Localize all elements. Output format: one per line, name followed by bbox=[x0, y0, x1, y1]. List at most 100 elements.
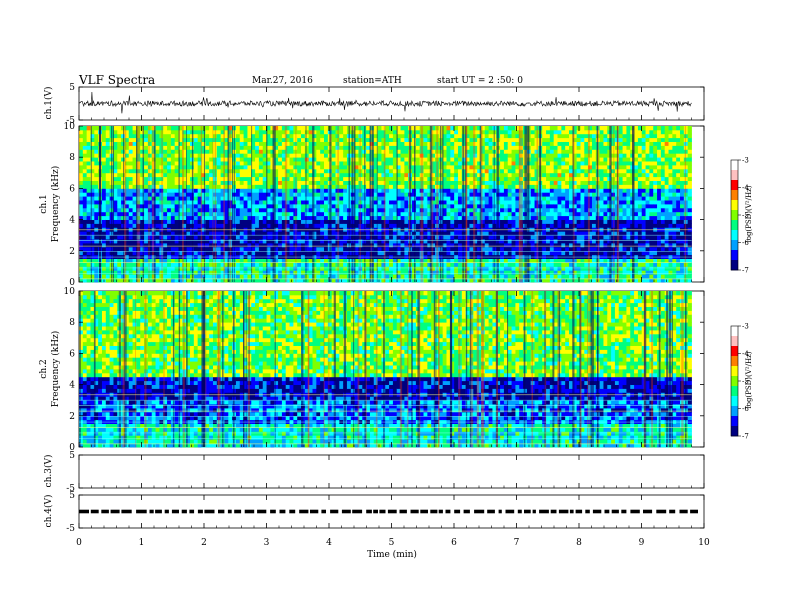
spectrogram-cell bbox=[373, 157, 378, 162]
spectrogram-cell bbox=[534, 180, 539, 185]
spectrogram-cell bbox=[201, 145, 206, 150]
spectrogram-cell bbox=[308, 188, 313, 193]
spectrogram-cell bbox=[366, 262, 371, 267]
spectrogram-cell bbox=[519, 223, 524, 228]
spectrogram-cell bbox=[450, 168, 455, 174]
spectrogram-cell bbox=[549, 161, 555, 166]
spectrogram-cell bbox=[507, 180, 512, 185]
spectrogram-cell bbox=[358, 126, 363, 131]
spectrogram-cell bbox=[86, 137, 91, 142]
spectrogram-cell bbox=[473, 192, 478, 197]
spectrogram-cell bbox=[385, 270, 390, 275]
spectrogram-cell bbox=[151, 270, 156, 275]
spectrogram-cell bbox=[159, 204, 164, 209]
spectrogram-cell bbox=[82, 184, 88, 189]
spectrogram-cell bbox=[392, 133, 398, 139]
spectrogram-cell bbox=[178, 165, 183, 170]
spectrogram-cell bbox=[343, 133, 348, 139]
spectrogram-cell bbox=[201, 168, 206, 174]
spectrogram-cell bbox=[343, 192, 348, 197]
spectrogram-cell bbox=[446, 161, 451, 166]
spectrogram-cell bbox=[82, 133, 88, 139]
spectrogram-cell bbox=[289, 192, 294, 197]
spectrogram-cell bbox=[454, 133, 459, 139]
spectrogram-cell bbox=[503, 165, 509, 170]
spectrogram-cell bbox=[117, 270, 122, 275]
spectrogram-cell bbox=[503, 126, 509, 131]
spectrogram-cell bbox=[442, 243, 447, 248]
spectrogram-cell bbox=[285, 207, 290, 213]
spectrogram-cell bbox=[423, 165, 428, 170]
spectrogram-cell bbox=[105, 231, 111, 236]
spectrogram-cell bbox=[507, 239, 512, 244]
spectrogram-cell bbox=[159, 157, 164, 162]
spectrogram-cell bbox=[427, 141, 432, 146]
spectrogram-cell bbox=[117, 250, 122, 256]
spectrogram-cell bbox=[358, 176, 363, 181]
spectrogram-cell bbox=[224, 145, 229, 150]
spectrogram-cell bbox=[343, 145, 348, 150]
spectrogram-cell bbox=[159, 235, 164, 240]
spectrogram-cell bbox=[419, 219, 424, 224]
spectrogram-cell bbox=[132, 274, 137, 279]
spectrogram-cell bbox=[224, 168, 229, 174]
spectrogram-cell bbox=[534, 196, 539, 201]
spectrogram-cell bbox=[167, 204, 172, 209]
spectrogram-cell bbox=[324, 133, 329, 139]
spectrogram-cell bbox=[484, 184, 490, 189]
spectrogram-cell bbox=[201, 157, 206, 162]
spectrogram-cell bbox=[212, 129, 218, 135]
spectrogram-cell bbox=[442, 270, 447, 275]
spectrogram-cell bbox=[331, 239, 336, 244]
spectrogram-cell bbox=[94, 196, 99, 201]
spectrogram-cell bbox=[174, 219, 179, 224]
spectrogram-cell bbox=[247, 266, 252, 271]
spectrogram-cell bbox=[278, 153, 283, 158]
spectrogram-cell bbox=[201, 172, 206, 178]
spectrogram-cell bbox=[216, 258, 222, 263]
spectrogram-cell bbox=[193, 207, 199, 213]
spectrogram-cell bbox=[480, 258, 486, 263]
spectrogram-cell bbox=[457, 235, 463, 240]
spectrogram-cell bbox=[82, 274, 88, 279]
spectrogram-cell bbox=[258, 246, 264, 252]
spectrogram-cell bbox=[274, 235, 279, 240]
spectrogram-cell bbox=[392, 258, 398, 263]
spectrogram-cell bbox=[147, 149, 153, 154]
spectrogram-cell bbox=[285, 266, 290, 271]
spectrogram-cell bbox=[155, 133, 160, 139]
spectrogram-cell bbox=[117, 278, 122, 283]
spectrogram-cell bbox=[186, 211, 191, 217]
spectrogram-cell bbox=[174, 145, 179, 150]
spectrogram-cell bbox=[174, 266, 179, 271]
spectrogram-cell bbox=[82, 204, 88, 209]
spectrogram-cell bbox=[170, 176, 176, 181]
spectrogram-cell bbox=[530, 145, 535, 150]
spectrogram-cell bbox=[320, 129, 325, 135]
spectrogram-cell bbox=[293, 126, 298, 131]
spectrogram-cell bbox=[281, 266, 287, 271]
spectrogram-cell bbox=[285, 188, 290, 193]
spectrogram-cell bbox=[400, 129, 405, 135]
spectrogram-cell bbox=[473, 215, 478, 220]
spectrogram-cell bbox=[228, 258, 233, 263]
spectrogram-cell bbox=[457, 207, 463, 213]
spectrogram-cell bbox=[79, 168, 84, 174]
spectrogram-cell bbox=[377, 145, 382, 150]
spectrogram-cell bbox=[266, 215, 271, 220]
spectrogram-cell bbox=[281, 172, 287, 178]
spectrogram-cell bbox=[251, 161, 256, 166]
spectrogram-cell bbox=[281, 141, 287, 146]
spectrogram-cell bbox=[415, 126, 421, 131]
spectrogram-cell bbox=[147, 211, 153, 217]
spectrogram-cell bbox=[358, 211, 363, 217]
spectrogram-cell bbox=[419, 133, 424, 139]
spectrogram-cell bbox=[469, 258, 474, 263]
spectrogram-cell bbox=[136, 133, 141, 139]
spectrogram-cell bbox=[312, 172, 317, 178]
spectrogram-cell bbox=[239, 266, 245, 271]
spectrogram-cell bbox=[170, 219, 176, 224]
spectrogram-cell bbox=[396, 258, 401, 263]
spectrogram-cell bbox=[354, 274, 359, 279]
spectrogram-cell bbox=[178, 211, 183, 217]
